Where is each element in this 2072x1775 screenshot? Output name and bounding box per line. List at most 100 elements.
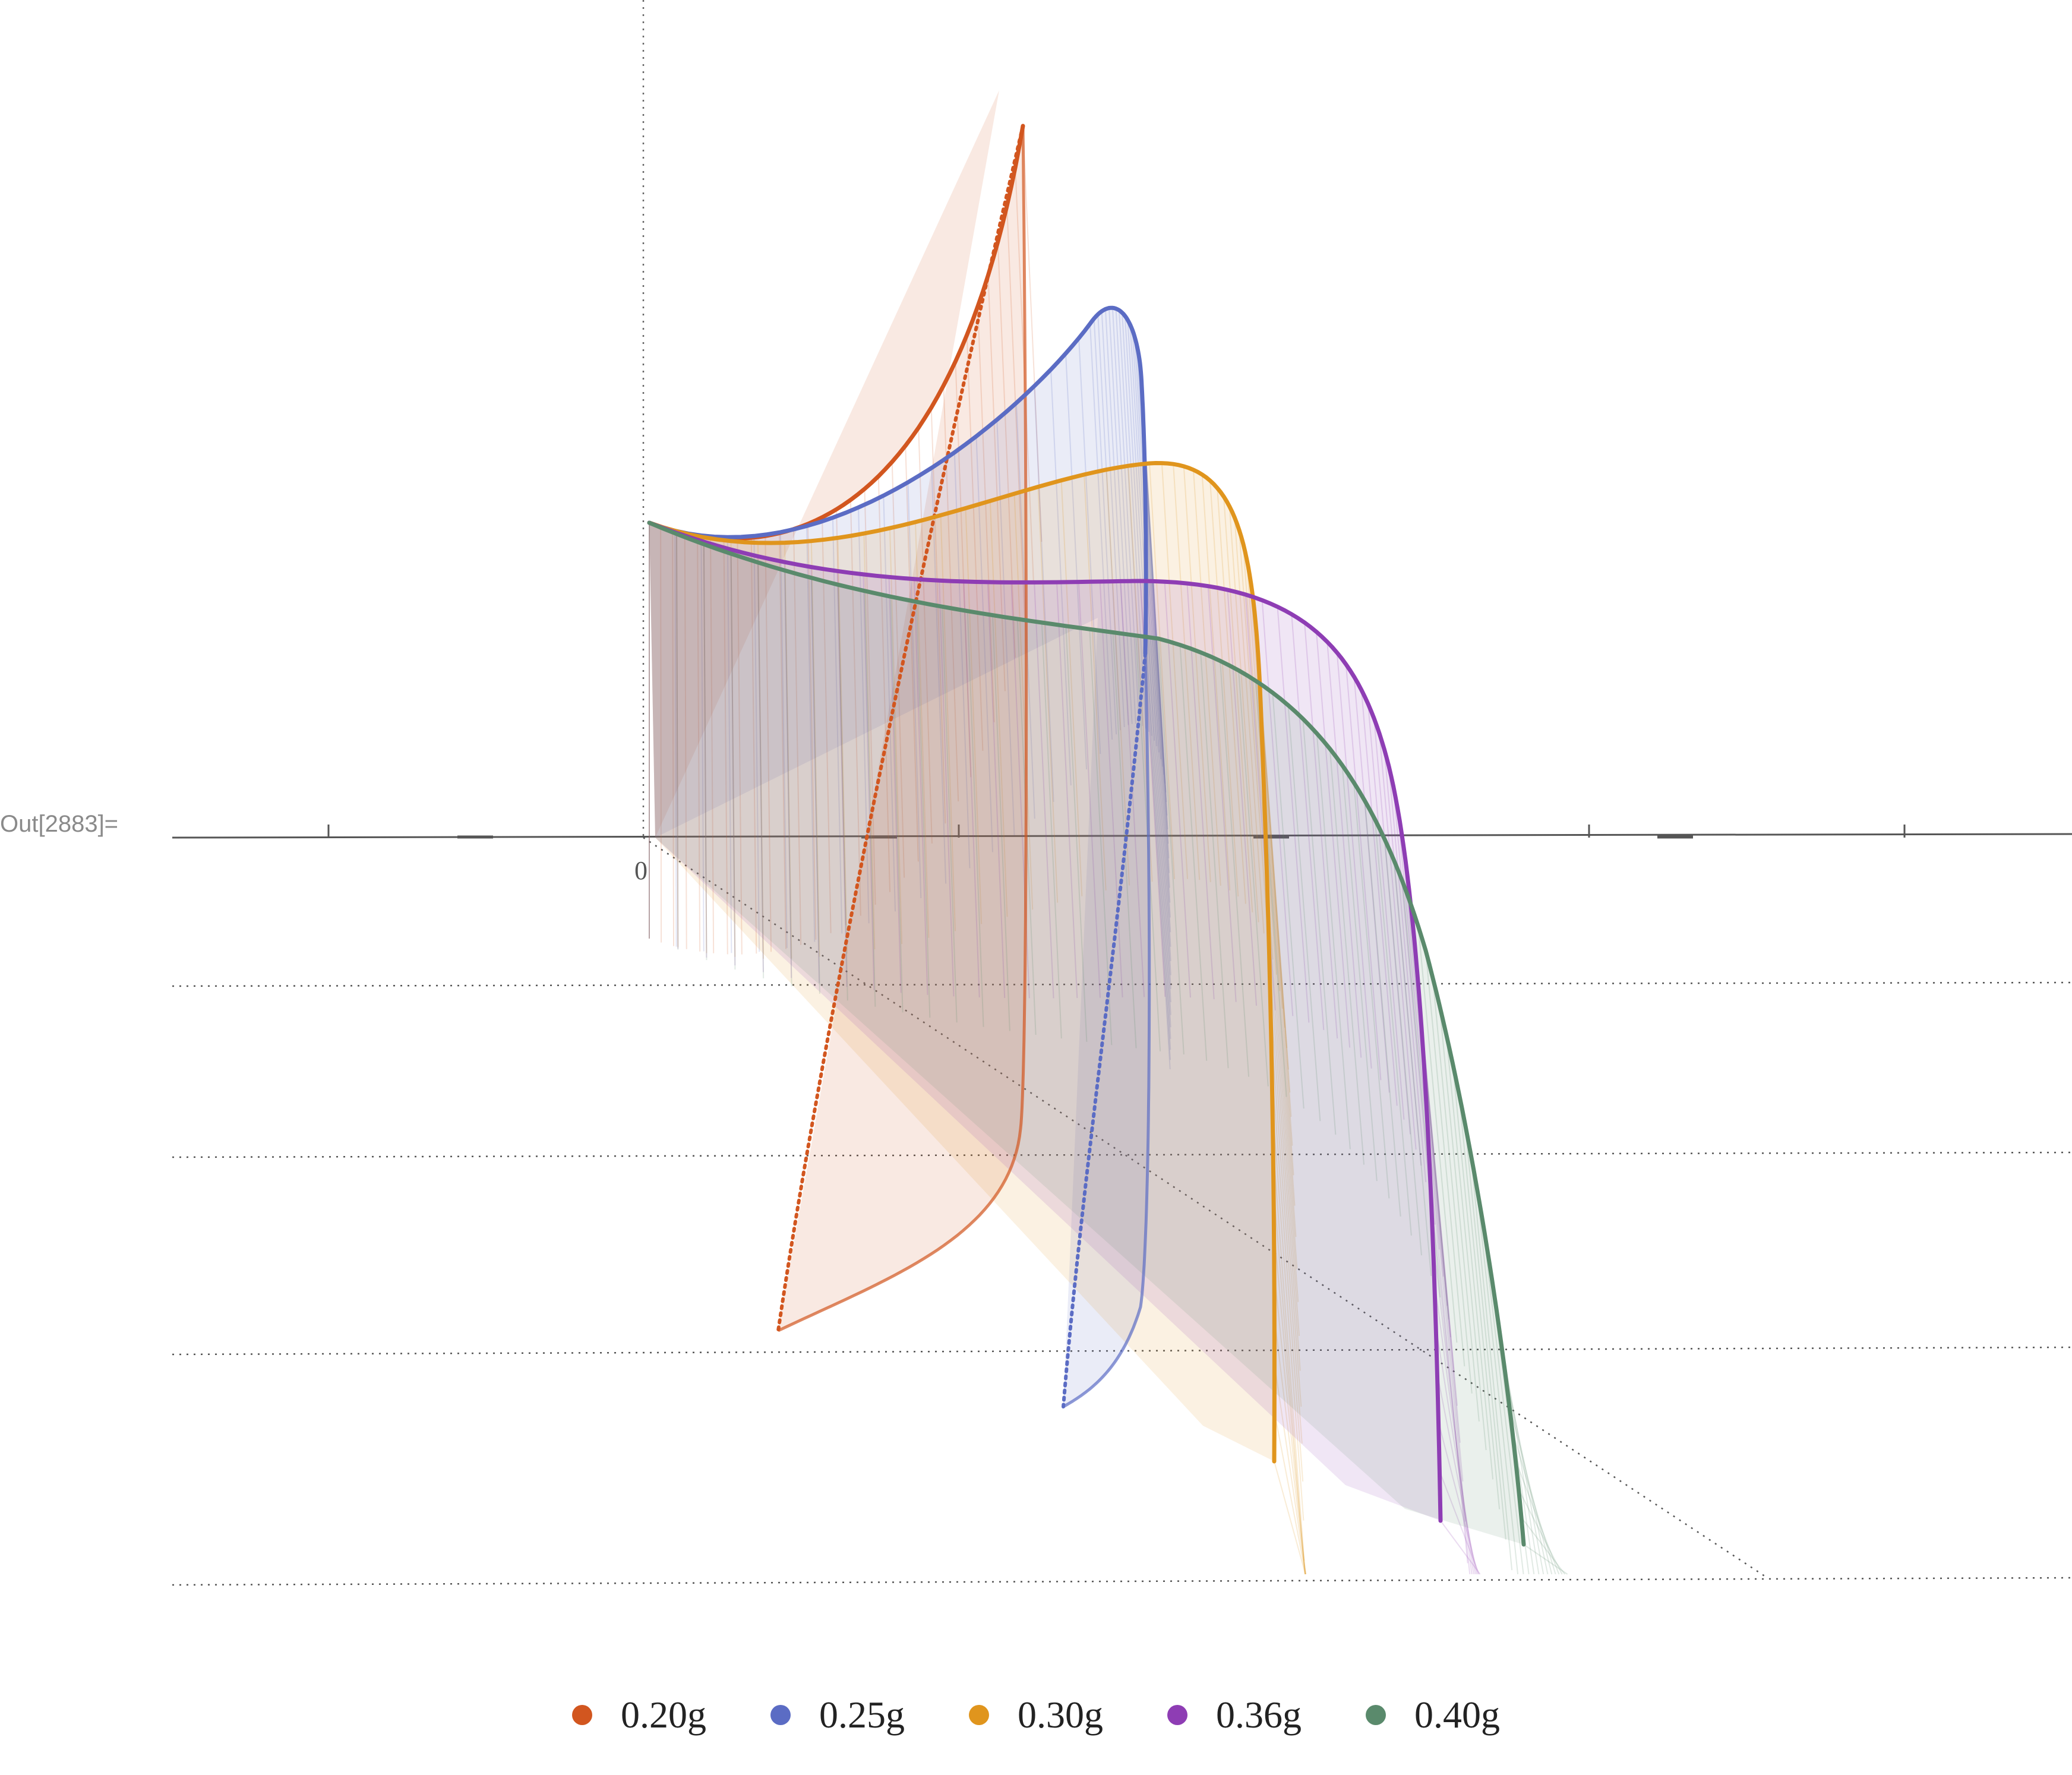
series-hatch-1 bbox=[849, 500, 861, 916]
series-surface-1 bbox=[649, 90, 1026, 1331]
series-hatch-3 bbox=[1084, 474, 1107, 890]
series-hatch-3 bbox=[1263, 789, 1296, 1206]
series-hatch-3 bbox=[1192, 469, 1221, 886]
series-hatch-2 bbox=[1127, 320, 1152, 736]
series-hatch-2 bbox=[996, 419, 1015, 836]
series-hatch-1 bbox=[723, 538, 728, 955]
series-hatch-3 bbox=[1271, 1065, 1304, 1482]
series-hatch-3 bbox=[1013, 494, 1034, 910]
series-hatch-3 bbox=[1274, 1318, 1306, 1575]
series-hatch-5 bbox=[1445, 1034, 1487, 1451]
series-hatch-2 bbox=[907, 482, 922, 898]
series-hatch-3 bbox=[1271, 1104, 1305, 1521]
legend: 0.20g 0.25g 0.30g 0.36g 0.40g bbox=[0, 1693, 2072, 1737]
series-hatch-3 bbox=[1274, 1461, 1306, 1575]
series-hatch-1 bbox=[955, 361, 972, 778]
series-hatch-4 bbox=[1388, 766, 1427, 1183]
series-hatch-2 bbox=[1122, 312, 1146, 729]
series-hatch-2 bbox=[1145, 516, 1171, 933]
series-hatch-5 bbox=[1452, 1063, 1494, 1480]
series-hatch-5 bbox=[1523, 1544, 1568, 1575]
series-hatch-4 bbox=[939, 580, 955, 997]
legend-label-2: 0.25g bbox=[819, 1694, 905, 1736]
series-hatch-5 bbox=[1470, 1154, 1513, 1571]
series-hatch-4 bbox=[1438, 1422, 1479, 1575]
series-hatch-5 bbox=[675, 533, 679, 950]
series-hatch-3 bbox=[703, 537, 707, 953]
series-surface-5 bbox=[649, 523, 1524, 1545]
series-hatch-4 bbox=[1345, 664, 1382, 1081]
series-hatch-2 bbox=[1101, 311, 1125, 727]
series-hatch-5 bbox=[1089, 629, 1113, 1046]
series-hatch-5 bbox=[864, 590, 876, 1007]
series-hatch-3 bbox=[1149, 463, 1176, 880]
series-curve-2 bbox=[647, 305, 1148, 656]
series-hatch-5 bbox=[1384, 839, 1422, 1256]
legend-item-2: 0.25g bbox=[770, 1693, 905, 1737]
series-hatch-3 bbox=[1269, 990, 1302, 1407]
series-hatch-2 bbox=[1129, 324, 1155, 741]
floor-gridline-3 bbox=[172, 1346, 2072, 1356]
legend-label-5: 0.40g bbox=[1414, 1694, 1500, 1736]
series-hatch-5 bbox=[1179, 645, 1208, 1061]
series-hatch-1 bbox=[684, 533, 687, 949]
series-hatch-2 bbox=[1145, 586, 1171, 1003]
legend-item-1: 0.20g bbox=[572, 1693, 706, 1737]
series-hatch-2 bbox=[1097, 314, 1122, 731]
series-hatch-4 bbox=[675, 532, 679, 949]
series-hatch-3 bbox=[1173, 464, 1201, 880]
series-hatch-3 bbox=[1274, 1412, 1306, 1575]
series-hatch-2 bbox=[1144, 472, 1170, 888]
series-hatch-5 bbox=[811, 577, 820, 994]
series-hatch-2 bbox=[931, 468, 947, 884]
series-hatch-4 bbox=[963, 581, 980, 997]
series-hatch-4 bbox=[1291, 614, 1325, 1031]
series-hatch-1 bbox=[891, 462, 905, 878]
series-hatch-5 bbox=[1353, 782, 1390, 1199]
series-hatch-1 bbox=[779, 533, 787, 949]
series-hatch-4 bbox=[1316, 631, 1351, 1048]
series-hatch-2 bbox=[1145, 530, 1171, 947]
series-hatch-2 bbox=[1145, 634, 1171, 1050]
series-hatch-2 bbox=[858, 507, 870, 924]
series-hatch-5 bbox=[1417, 927, 1458, 1343]
legend-swatch-2 bbox=[770, 1705, 791, 1725]
series-hatch-1 bbox=[1022, 125, 1043, 542]
series-hatch-3 bbox=[1266, 886, 1299, 1302]
series-hatch-4 bbox=[914, 579, 928, 995]
series-hatch-2 bbox=[1145, 573, 1171, 989]
series-hatch-1 bbox=[737, 538, 743, 955]
series-hatch-4 bbox=[1373, 718, 1411, 1135]
series-hatch-3 bbox=[1223, 496, 1253, 912]
series-hatch-4 bbox=[730, 549, 736, 966]
series-hatch-2 bbox=[1145, 611, 1171, 1028]
series-hatch-5 bbox=[1439, 1005, 1480, 1422]
series-hatch-3 bbox=[1262, 759, 1294, 1176]
series-hatch-1 bbox=[987, 275, 1006, 691]
series-hatch-2 bbox=[1065, 353, 1088, 770]
legend-label-1: 0.20g bbox=[621, 1694, 706, 1736]
series-hatch-5 bbox=[730, 554, 736, 970]
series-hatch-2 bbox=[1050, 369, 1072, 786]
series-hatch-3 bbox=[1264, 821, 1297, 1237]
series-hatch-4 bbox=[1440, 1520, 1481, 1575]
series-hatch-2 bbox=[700, 535, 705, 952]
series-hatch-3 bbox=[757, 542, 765, 959]
series-hatch-3 bbox=[837, 538, 848, 954]
series-surface-3 bbox=[649, 463, 1275, 1461]
series-hatch-2 bbox=[753, 536, 760, 952]
series-hatch-3 bbox=[1183, 466, 1211, 883]
series-hatch-4 bbox=[987, 582, 1006, 998]
series-hatch-5 bbox=[1504, 1371, 1549, 1575]
series-hatch-3 bbox=[1265, 853, 1298, 1269]
series-hatch-1 bbox=[710, 537, 715, 953]
series-hatch-3 bbox=[1217, 488, 1246, 904]
series-edge-2 bbox=[1062, 653, 1151, 1408]
series-hatch-3 bbox=[1060, 480, 1083, 896]
series-hatch-5 bbox=[1458, 1093, 1501, 1509]
series-hatch-4 bbox=[1435, 1326, 1476, 1575]
series-hatch-1 bbox=[793, 529, 802, 945]
series-hatch-5 bbox=[1476, 1185, 1519, 1575]
series-fills bbox=[649, 90, 1568, 1575]
series-hatch-2 bbox=[1143, 428, 1169, 844]
